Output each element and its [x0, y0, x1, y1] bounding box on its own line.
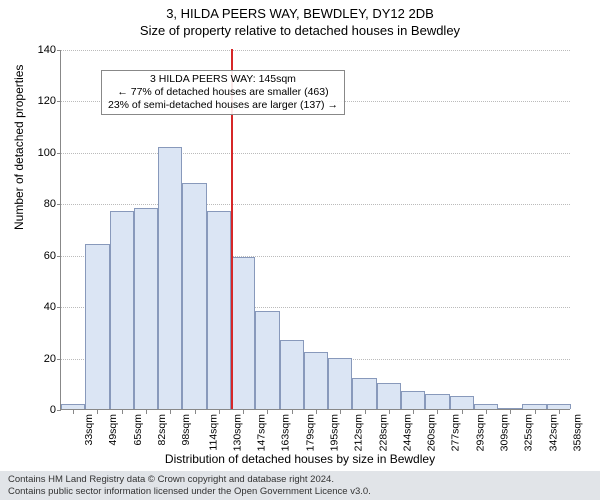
xtick-label: 114sqm: [207, 414, 219, 451]
xtick-label: 228sqm: [377, 414, 389, 451]
annotation-line: ← 77% of detached houses are smaller (46…: [108, 86, 338, 99]
xtick-mark: [316, 410, 317, 414]
ytick-label: 140: [16, 44, 56, 56]
xtick-mark: [73, 410, 74, 414]
ytick-mark: [57, 101, 61, 102]
bar: [255, 311, 279, 409]
xtick-label: 244sqm: [402, 414, 414, 451]
bar: [352, 378, 376, 409]
plot-canvas: 02040608010012014033sqm49sqm65sqm82sqm98…: [60, 50, 570, 410]
bar: [450, 396, 474, 409]
xtick-mark: [122, 410, 123, 414]
xtick-label: 163sqm: [280, 414, 292, 451]
bar: [377, 383, 401, 409]
bar: [134, 208, 158, 409]
bar: [207, 211, 231, 409]
xtick-label: 49sqm: [107, 414, 119, 446]
xtick-mark: [97, 410, 98, 414]
xtick-label: 98sqm: [180, 414, 192, 446]
x-axis-label: Distribution of detached houses by size …: [0, 452, 600, 466]
xtick-mark: [170, 410, 171, 414]
ytick-mark: [57, 204, 61, 205]
xtick-label: 309sqm: [499, 414, 511, 451]
bar: [61, 404, 85, 409]
xtick-mark: [267, 410, 268, 414]
xtick-label: 358sqm: [572, 414, 584, 451]
annotation-box: 3 HILDA PEERS WAY: 145sqm← 77% of detach…: [101, 70, 345, 115]
xtick-mark: [535, 410, 536, 414]
footer: Contains HM Land Registry data © Crown c…: [0, 471, 600, 500]
gridline: [61, 153, 570, 154]
ytick-mark: [57, 359, 61, 360]
xtick-label: 342sqm: [547, 414, 559, 451]
gridline: [61, 204, 570, 205]
bar: [280, 340, 304, 409]
bar: [231, 257, 255, 409]
bar: [522, 404, 546, 409]
xtick-label: 277sqm: [450, 414, 462, 451]
xtick-label: 179sqm: [304, 414, 316, 451]
xtick-mark: [437, 410, 438, 414]
xtick-mark: [195, 410, 196, 414]
xtick-label: 130sqm: [232, 414, 244, 451]
xtick-mark: [365, 410, 366, 414]
bar: [158, 147, 182, 409]
bar: [328, 358, 352, 409]
xtick-mark: [219, 410, 220, 414]
xtick-mark: [243, 410, 244, 414]
xtick-mark: [462, 410, 463, 414]
bar: [425, 394, 449, 409]
ytick-label: 0: [16, 404, 56, 416]
footer-line1: Contains HM Land Registry data © Crown c…: [8, 474, 592, 485]
bar: [304, 352, 328, 409]
ytick-mark: [57, 307, 61, 308]
xtick-label: 293sqm: [474, 414, 486, 451]
xtick-label: 82sqm: [156, 414, 168, 446]
xtick-mark: [486, 410, 487, 414]
annotation-line: 3 HILDA PEERS WAY: 145sqm: [108, 73, 338, 86]
bar: [110, 211, 134, 409]
xtick-mark: [292, 410, 293, 414]
xtick-mark: [559, 410, 560, 414]
ytick-mark: [57, 410, 61, 411]
chart-titles: 3, HILDA PEERS WAY, BEWDLEY, DY12 2DB Si…: [0, 0, 600, 38]
annotation-line: 23% of semi-detached houses are larger (…: [108, 99, 338, 112]
plot-area: 02040608010012014033sqm49sqm65sqm82sqm98…: [60, 50, 570, 410]
ytick-label: 80: [16, 198, 56, 210]
xtick-mark: [340, 410, 341, 414]
bar: [85, 244, 109, 409]
xtick-label: 325sqm: [523, 414, 535, 451]
xtick-label: 260sqm: [426, 414, 438, 451]
ytick-label: 100: [16, 147, 56, 159]
ytick-mark: [57, 256, 61, 257]
bar: [182, 183, 206, 409]
bar: [401, 391, 425, 409]
ytick-mark: [57, 50, 61, 51]
ytick-label: 20: [16, 353, 56, 365]
ytick-label: 120: [16, 95, 56, 107]
footer-line2: Contains public sector information licen…: [8, 486, 592, 497]
bar: [547, 404, 571, 409]
xtick-label: 33sqm: [83, 414, 95, 446]
xtick-label: 195sqm: [329, 414, 341, 451]
gridline: [61, 50, 570, 51]
ytick-label: 60: [16, 250, 56, 262]
bar: [498, 408, 522, 409]
bar: [474, 404, 498, 409]
xtick-mark: [413, 410, 414, 414]
xtick-mark: [510, 410, 511, 414]
xtick-mark: [146, 410, 147, 414]
xtick-label: 212sqm: [353, 414, 365, 451]
title-sub: Size of property relative to detached ho…: [0, 23, 600, 38]
xtick-mark: [389, 410, 390, 414]
ytick-label: 40: [16, 301, 56, 313]
xtick-label: 65sqm: [131, 414, 143, 446]
title-main: 3, HILDA PEERS WAY, BEWDLEY, DY12 2DB: [0, 6, 600, 21]
ytick-mark: [57, 153, 61, 154]
xtick-label: 147sqm: [256, 414, 268, 451]
